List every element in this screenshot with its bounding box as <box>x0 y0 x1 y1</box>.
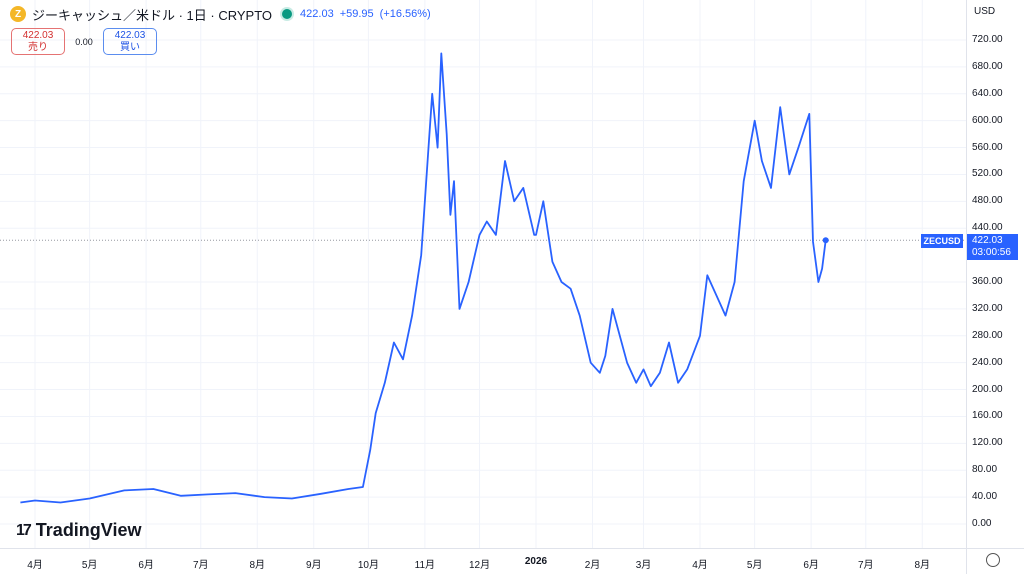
last-price-dot <box>822 237 829 244</box>
time-tick-label: 4月 <box>27 560 43 571</box>
time-tick-label: 12月 <box>468 560 491 571</box>
time-tick-label: 3月 <box>635 560 652 571</box>
price-tick-label: 480.00 <box>972 195 1003 207</box>
price-line <box>20 52 827 504</box>
price-axis[interactable] <box>966 0 1024 548</box>
symbol-price-tag: ZECUSD <box>921 234 963 248</box>
trade-panel: 422.03 売り 0.00 422.03 買い <box>11 28 157 55</box>
currency-selector[interactable]: USD <box>974 6 996 17</box>
price-tick-label: 0.00 <box>972 518 992 529</box>
price-tick-label: 640.00 <box>972 87 1003 99</box>
buy-label: 買い <box>120 41 140 53</box>
buy-button[interactable]: 422.03 買い <box>103 28 157 55</box>
time-tick-label: 5月 <box>746 560 763 571</box>
price-tick-label: 320.00 <box>972 302 1003 314</box>
current-price-tag: 422.03 03:00:56 <box>967 234 1018 260</box>
sell-price: 422.03 <box>22 29 54 41</box>
chart-pane[interactable] <box>0 0 966 548</box>
time-tick-label: 11月 <box>414 560 436 571</box>
time-tick-label: 7月 <box>192 560 209 571</box>
time-tick-label: 2026 <box>524 556 548 567</box>
price-tick-label: 280.00 <box>972 329 1003 341</box>
sell-button[interactable]: 422.03 売り <box>11 28 65 55</box>
settings-icon[interactable] <box>986 553 1000 567</box>
symbol-title[interactable]: ジーキャッシュ／米ドル · 1日 · CRYPTO <box>32 7 273 23</box>
price-tick-label: 720.00 <box>972 34 1003 45</box>
price-tick-label: 440.00 <box>972 222 1003 234</box>
time-tick-label: 7月 <box>858 560 874 571</box>
price-tick-label: 240.00 <box>972 356 1003 368</box>
time-tick-label: 6月 <box>138 560 154 571</box>
price-tick-label: 40.00 <box>972 491 998 503</box>
time-tick-label: 4月 <box>692 560 708 571</box>
price-chart[interactable] <box>0 0 966 548</box>
price-tick-label: 200.00 <box>972 383 1003 395</box>
bar-countdown: 03:00:56 <box>972 247 1011 258</box>
symbol-info-bar: Z ジーキャッシュ／米ドル · 1日 · CRYPTO 422.03 +59.9… <box>10 5 431 23</box>
axis-corner <box>966 548 1024 574</box>
tradingview-logo[interactable]: 17 TradingView <box>16 520 142 541</box>
price-tick-label: 600.00 <box>972 114 1003 126</box>
time-tick-label: 8月 <box>914 560 931 571</box>
sell-label: 売り <box>28 41 48 53</box>
time-tick-label: 8月 <box>249 560 266 571</box>
price-tick-label: 160.00 <box>972 410 1003 422</box>
price-tick-label: 80.00 <box>972 464 998 476</box>
time-tick-label: 5月 <box>81 560 98 571</box>
price-change-value: +59.95 <box>339 8 374 20</box>
time-axis[interactable] <box>0 548 966 574</box>
tradingview-logo-text: TradingView <box>35 520 142 540</box>
price-tick-label: 360.00 <box>972 276 1003 287</box>
time-tick-label: 6月 <box>803 560 819 571</box>
price-tick-label: 560.00 <box>972 141 1003 153</box>
price-change-percent: (+16.56%) <box>379 8 431 20</box>
time-tick-label: 2月 <box>584 560 601 571</box>
tradingview-logo-icon: 17 <box>16 521 32 539</box>
buy-price: 422.03 <box>114 29 146 41</box>
time-tick-label: 9月 <box>305 560 322 571</box>
price-tick-label: 120.00 <box>972 437 1003 449</box>
price-tick-label: 680.00 <box>972 60 1003 72</box>
zcash-coin-icon[interactable]: Z <box>10 6 26 22</box>
market-status-icon[interactable] <box>282 9 293 19</box>
spread-value: 0.00 <box>75 36 93 47</box>
last-price-value: 422.03 <box>300 8 334 20</box>
current-price-value: 422.03 <box>972 235 1003 246</box>
time-tick-label: 10月 <box>357 560 379 571</box>
price-tick-label: 520.00 <box>972 168 1003 180</box>
